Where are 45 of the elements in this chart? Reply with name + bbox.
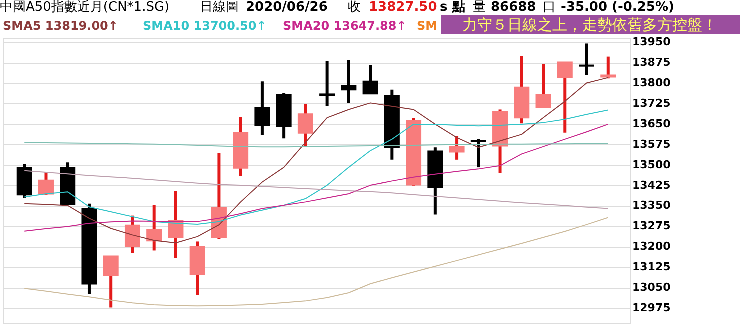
y-tick-label: 13050 [632,281,672,294]
y-tick-label: 13725 [632,96,671,110]
candlestick [38,172,54,196]
candlestick [298,104,314,147]
y-tick-label: 13350 [632,199,672,212]
text: 口 [543,0,556,15]
text: 2020/06/26 [246,0,328,15]
text: -35.00 (-0.25%) [561,0,674,15]
y-tick-label: 12975 [632,302,671,314]
candlestick [362,65,378,95]
text: 量 [473,0,486,15]
candlestick [320,61,336,106]
candlestick [254,82,270,136]
y-tick-label: 13275 [632,220,671,233]
candlestick [341,60,357,104]
text: SMA20 13647.88↑ [283,19,407,33]
y-tick-label: 13950 [632,36,672,49]
text: SM [417,19,438,33]
candlestick [124,216,140,254]
text: SMA5 13819.00↑ [3,19,118,33]
y-tick-label: 13125 [632,260,671,274]
chart-title: 中國A50指數近月(CN*1.SG) [0,0,170,15]
text: 力守５日線之上，走勢依舊多方控盤！ [462,16,718,34]
y-tick-label: 13200 [632,240,672,254]
y-tick-label: 13575 [632,138,671,151]
candlestick [600,56,616,79]
y-tick-label: 13500 [632,158,672,172]
text: 86688 [491,0,536,15]
y-tick-label: 13425 [632,178,671,192]
candlestick [536,64,552,108]
text: 收 [348,0,361,15]
candlestick [103,256,119,308]
candlestick [449,136,465,160]
candlestick [557,62,573,133]
chart-subtitle: 日線圖 [200,0,239,15]
candlestick [146,205,162,251]
text: SMA10 13700.50↑ [143,19,267,33]
candlestick [579,44,595,76]
y-tick-label: 13650 [632,117,672,130]
y-tick-label: 13875 [632,56,671,70]
candlestick [470,139,486,168]
text: s 點 [440,0,466,15]
text: 13827.50 [369,0,438,15]
line-series [24,217,609,307]
y-tick-label: 13800 [632,76,672,90]
